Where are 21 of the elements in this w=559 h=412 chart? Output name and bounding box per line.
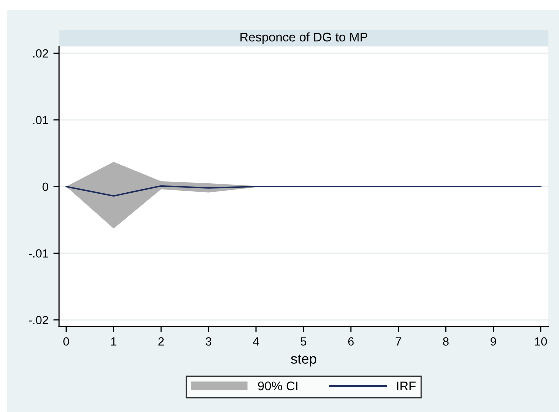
x-tick-label: 0	[64, 338, 70, 346]
x-tick-label: 9	[490, 338, 496, 346]
x-tick-label: 5	[300, 338, 306, 346]
y-tick-label: -.02	[29, 316, 48, 325]
x-tick-label: 2	[158, 338, 164, 346]
line-series	[66, 185, 542, 197]
y-tick-label: -.01	[29, 250, 48, 258]
x-tick-label: 6	[348, 338, 354, 346]
y-tick-label: 0	[42, 182, 48, 192]
legend-label: IRF	[397, 382, 416, 391]
chart-title: Responce of DG to MP	[240, 32, 368, 44]
x-tick-label: 1	[111, 338, 117, 346]
text: 90% CI	[258, 382, 298, 391]
x-tick-label: 8	[443, 338, 449, 346]
y-tick-label: .01	[34, 116, 48, 125]
x-tick-label: 10	[535, 338, 548, 346]
x-tick-label: 4	[253, 338, 260, 346]
x-tick-label: 7	[396, 338, 402, 346]
x-axis-title: step	[291, 354, 316, 367]
x-tick-label: 3	[206, 338, 212, 346]
y-tick-label: .02	[34, 50, 48, 58]
